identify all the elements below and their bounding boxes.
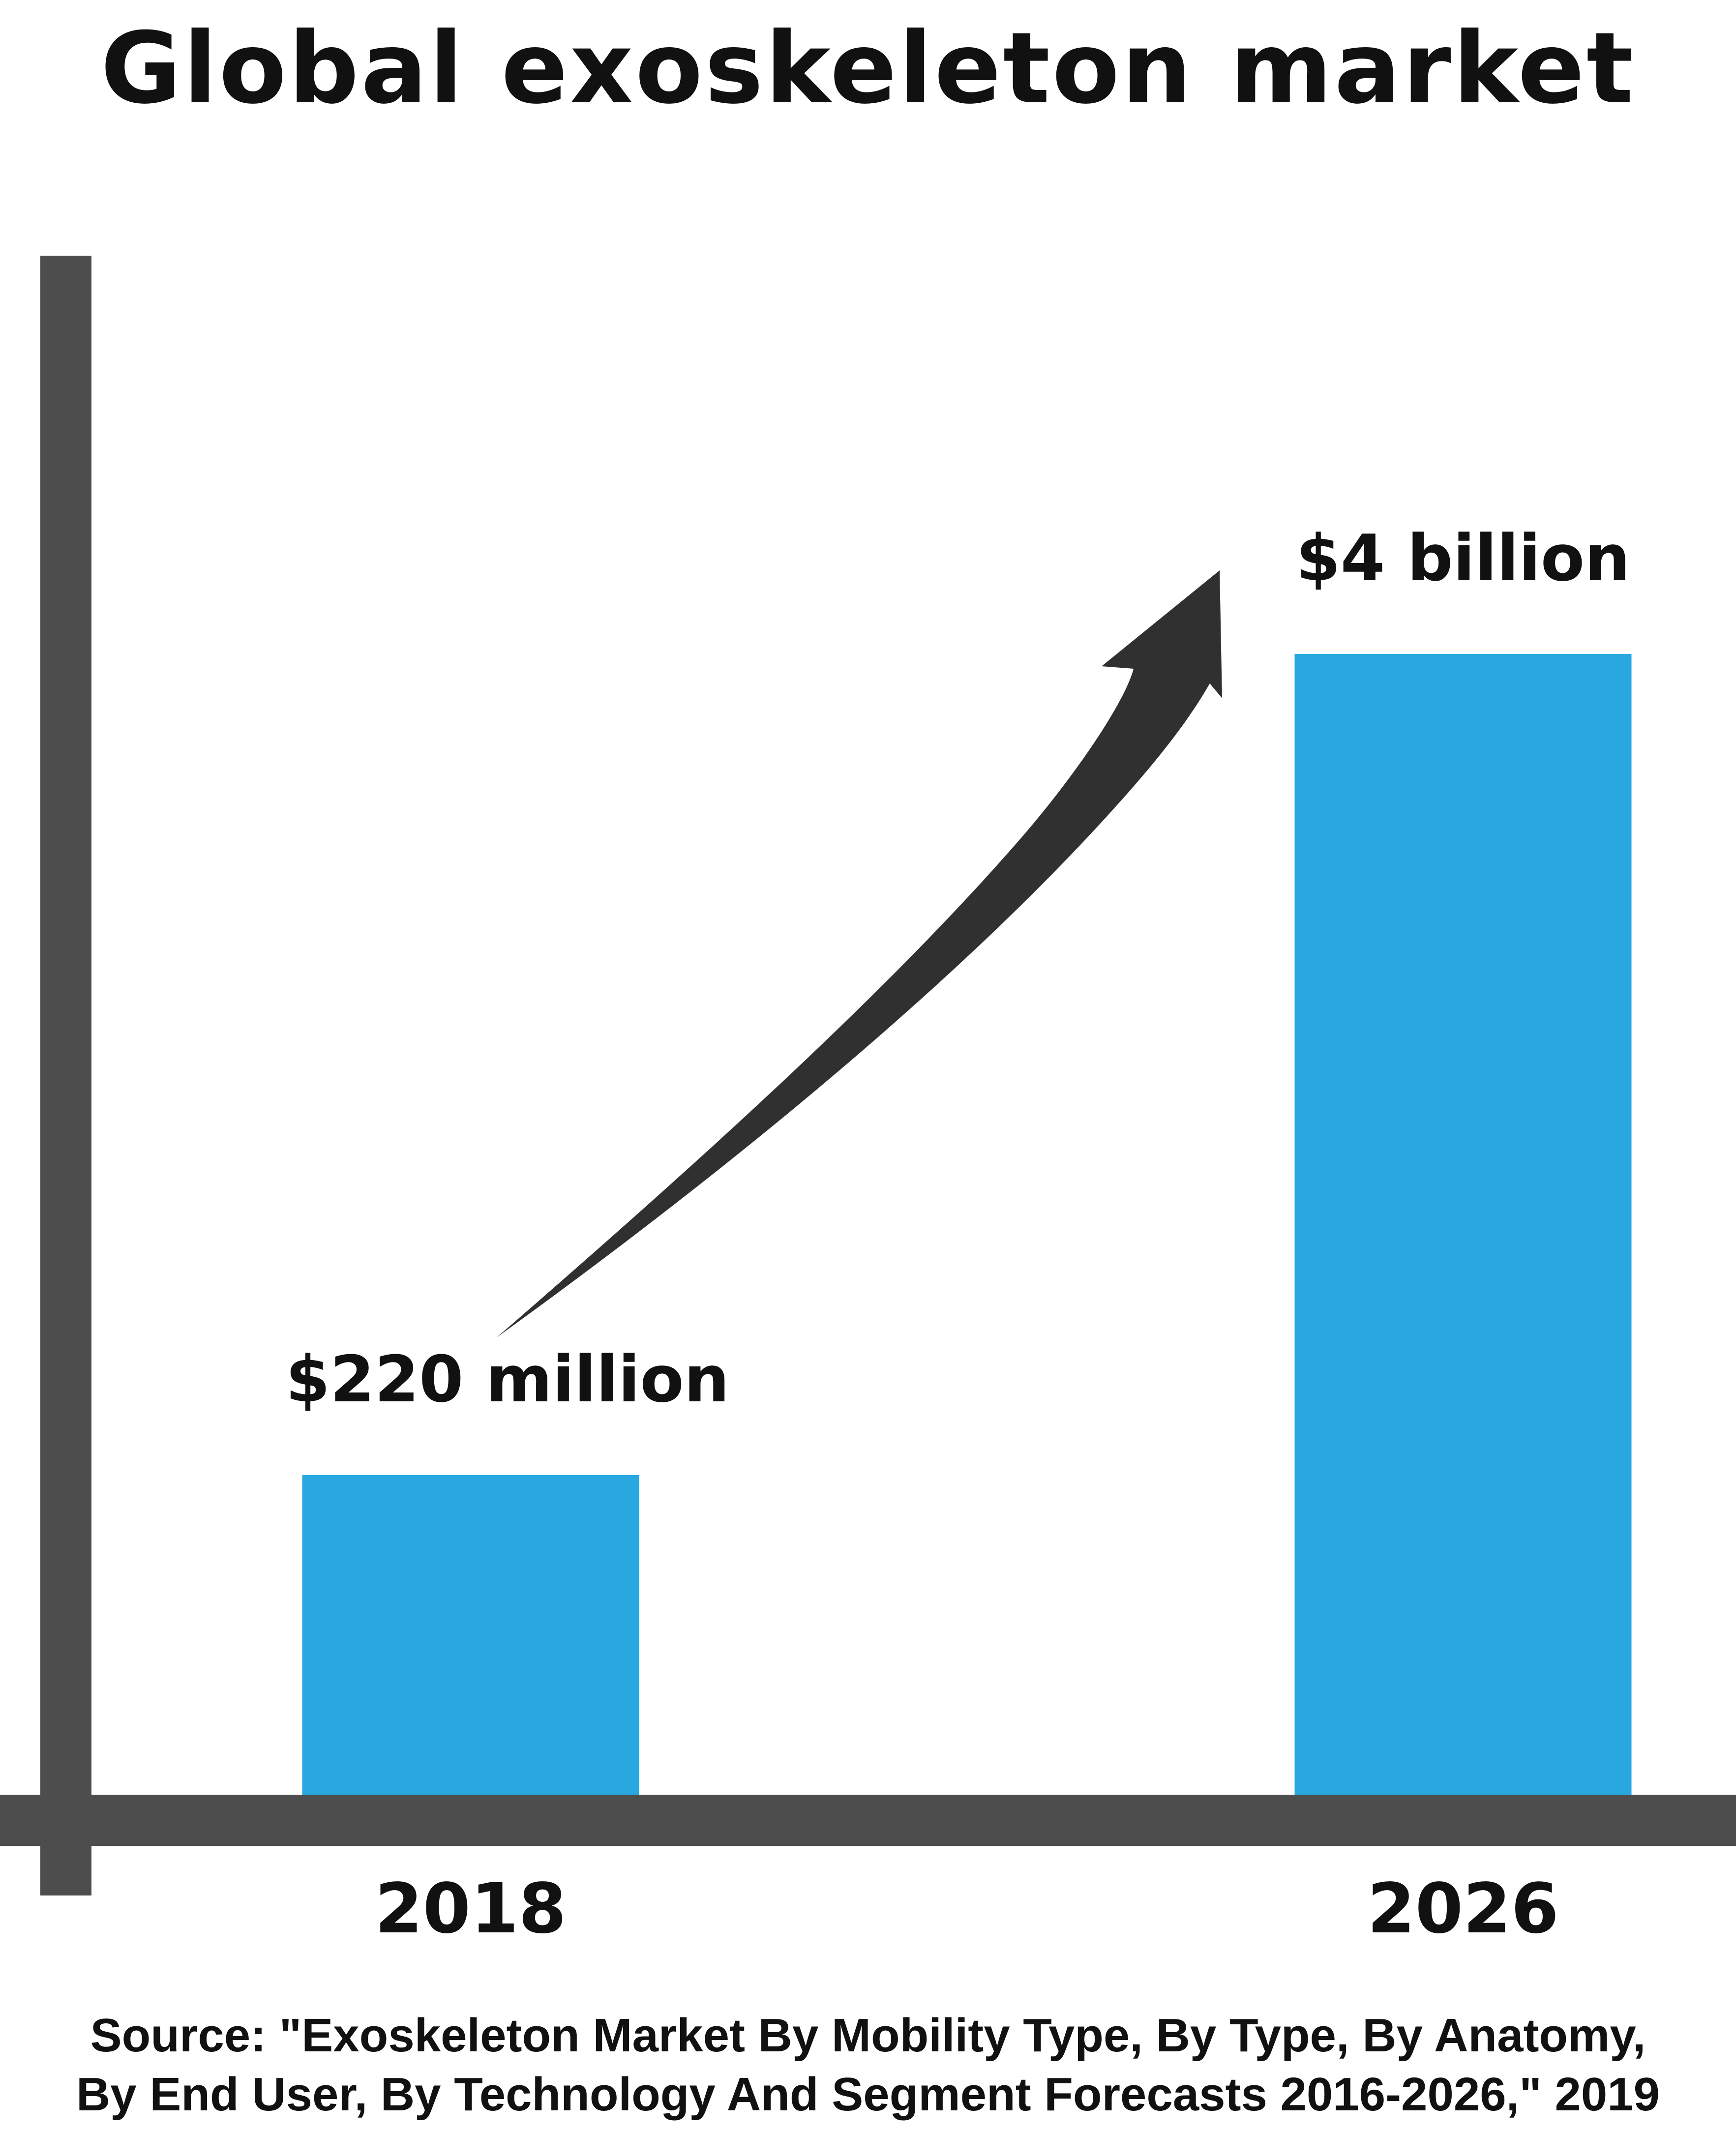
bar-2018 [302, 1475, 639, 1795]
trend-arrow-icon [497, 570, 1222, 1337]
x-tick-label-2026: 2026 [1367, 1869, 1559, 1949]
x-tick-labels-group: 2018 2026 [375, 1869, 1559, 1949]
chart-title: Global exoskeleton market [100, 11, 1636, 126]
bars-group [302, 654, 1632, 1795]
source-note: Source: "Exoskeleton Market By Mobility … [0, 2006, 1736, 2124]
source-line-2: By End User, By Technology And Segment F… [76, 2068, 1660, 2121]
bar-value-label-2018: $220 million [286, 1342, 730, 1417]
bar-labels-group: $220 million $4 billion [286, 521, 1630, 1417]
x-tick-label-2018: 2018 [375, 1869, 567, 1949]
bar-value-label-2026: $4 billion [1296, 521, 1630, 595]
source-line-1: Source: "Exoskeleton Market By Mobility … [90, 2009, 1646, 2062]
bar-2026 [1294, 654, 1632, 1795]
x-axis-line [0, 1795, 1736, 1846]
y-axis-line [40, 256, 91, 1895]
